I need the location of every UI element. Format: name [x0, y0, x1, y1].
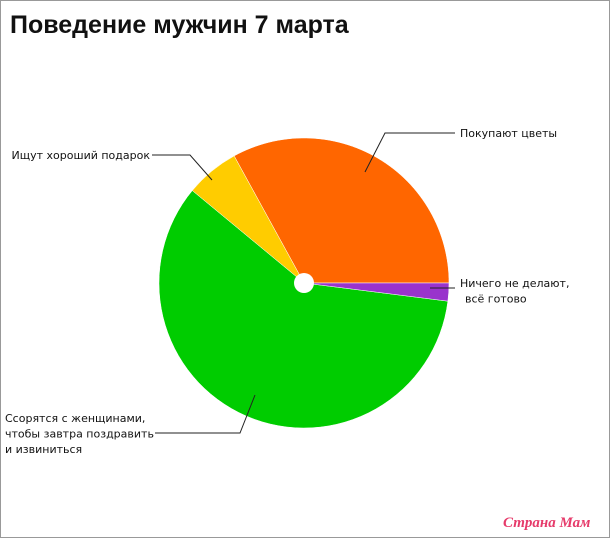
- label-line: Ищут хороший подарок: [12, 149, 151, 162]
- slice-label: Покупают цветы: [460, 127, 557, 140]
- label-line: чтобы завтра поздравить: [5, 428, 154, 441]
- pie-slice: [303, 282, 450, 302]
- center-hole: [294, 273, 314, 293]
- label-line: Ничего не делают,: [460, 277, 569, 290]
- label-line: Ссорятся с женщинами,: [5, 412, 145, 425]
- leader-line: [152, 154, 213, 181]
- slice-label: Ничего не делают, всё готово: [460, 277, 569, 306]
- pie-slice: [233, 137, 450, 284]
- leader-line: [155, 394, 256, 434]
- slice-label: Ищут хороший подарок: [12, 149, 151, 162]
- label-line: и извиниться: [5, 443, 82, 456]
- chart-title: Поведение мужчин 7 марта: [10, 11, 350, 39]
- leader-line: [364, 132, 455, 173]
- label-line: всё готово: [465, 293, 527, 306]
- watermark: Страна Мам: [503, 515, 590, 531]
- label-line: Покупают цветы: [460, 127, 557, 140]
- slice-label: Ссорятся с женщинами, чтобы завтра поздра…: [5, 412, 154, 456]
